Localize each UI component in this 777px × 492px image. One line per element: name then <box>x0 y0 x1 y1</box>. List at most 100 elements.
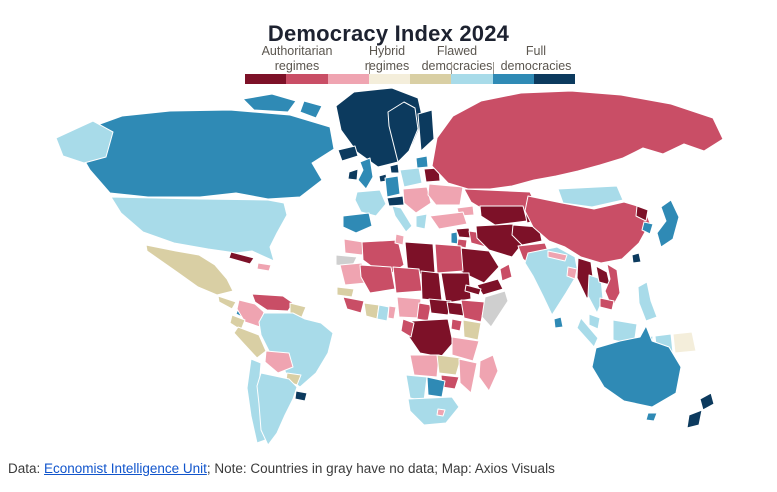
region-cuba <box>228 251 255 265</box>
legend-tick <box>493 62 494 74</box>
region-israel <box>450 231 459 245</box>
region-eritrea <box>464 284 482 296</box>
legend-label-line: Authoritarian <box>261 44 333 58</box>
legend-swatch <box>327 74 369 84</box>
footer: Data: Economist Intelligence Unit; Note:… <box>8 461 555 476</box>
region-australia <box>591 325 682 408</box>
region-iceland <box>337 145 359 162</box>
region-niger <box>392 266 423 294</box>
region-germany <box>384 175 401 198</box>
region-southafrica <box>407 396 460 426</box>
region-mongolia <box>557 185 624 208</box>
legend-tick <box>451 62 452 74</box>
region-somalia <box>481 290 509 328</box>
region-kenya <box>462 319 482 341</box>
region-china <box>524 195 651 264</box>
region-ukraine <box>427 183 464 206</box>
region-france <box>354 189 387 217</box>
legend-label-line: Full <box>525 44 547 58</box>
legend-swatch <box>245 74 287 84</box>
region-botswana <box>426 376 446 398</box>
region-bolivia <box>264 350 294 374</box>
region-turkmenuzbek <box>479 205 528 226</box>
region-hispaniola <box>256 262 272 272</box>
region-srilanka <box>553 316 564 329</box>
region-senegal <box>336 286 355 298</box>
legend-label-full: Full democracies <box>501 44 572 74</box>
legend-bar <box>245 62 575 84</box>
legend-label-line: Hybrid <box>368 44 406 58</box>
region-ivorycoast <box>363 302 380 320</box>
region-taiwan <box>631 252 642 264</box>
region-northkorea <box>635 205 649 222</box>
region-baltics <box>415 155 429 169</box>
region-egypt <box>434 243 464 274</box>
region-tunisia <box>394 233 405 246</box>
region-alaska <box>55 120 114 164</box>
region-sumatra <box>576 317 599 348</box>
region-namibia <box>405 374 428 402</box>
region-cambodia <box>599 297 615 311</box>
region-canada_islands <box>242 93 297 113</box>
region-benintogo <box>387 305 397 320</box>
source-link[interactable]: Economist Intelligence Unit <box>44 461 207 476</box>
region-nz_north <box>699 392 715 411</box>
region-ghana <box>376 304 390 322</box>
region-sudan <box>440 272 472 304</box>
region-japan <box>656 199 680 248</box>
region-poland <box>399 167 423 188</box>
region-norwaysweden <box>387 101 419 163</box>
region-oman <box>499 263 513 282</box>
region-iran <box>475 223 524 258</box>
legend-swatch <box>533 74 575 84</box>
region-cameroon <box>416 302 432 322</box>
region-drc <box>408 318 454 358</box>
region-usa <box>110 196 288 262</box>
region-ireland <box>347 168 359 181</box>
legend-labels: Authoritarian regimes Hybrid regimes Flawe… <box>245 42 575 74</box>
legend-label-hybrid: Hybrid regimes <box>365 44 409 74</box>
legend-swatch <box>286 74 328 84</box>
legend-tick <box>369 62 370 74</box>
region-tanzania <box>451 336 480 362</box>
region-russia <box>431 90 724 190</box>
legend-swatch <box>451 74 493 84</box>
region-angola <box>409 354 440 378</box>
legend-label-line: democracies <box>421 59 493 73</box>
legend-label-line: regimes <box>364 59 410 73</box>
region-tasmania <box>645 412 658 422</box>
region-india <box>524 246 579 316</box>
legend-swatch <box>368 74 410 84</box>
legend-label-line: regimes <box>274 59 320 73</box>
region-centralamerica <box>217 295 237 310</box>
region-yemen <box>476 278 504 296</box>
region-madagascar <box>478 354 499 392</box>
region-greece <box>415 213 428 230</box>
region-canada <box>77 109 335 200</box>
footer-prefix: Data: <box>8 461 45 476</box>
region-spain <box>342 212 373 234</box>
region-denmark <box>389 163 400 174</box>
region-png <box>672 331 697 354</box>
region-ethiopia <box>460 299 486 323</box>
region-bangladesh <box>566 266 578 280</box>
legend-label-flawed: Flawed democracies <box>422 44 493 74</box>
region-southkorea <box>641 221 654 235</box>
region-uk <box>357 157 374 190</box>
region-argentina <box>256 372 298 446</box>
legend-label-line: Flawed <box>436 44 478 58</box>
region-nz_south <box>686 409 703 429</box>
region-nepal <box>547 250 568 262</box>
footer-suffix: ; Note: Countries in gray have no data; … <box>206 461 555 476</box>
legend-swatch <box>492 74 534 84</box>
region-italy <box>391 205 413 233</box>
region-venezuela <box>251 293 294 312</box>
legend-label-authoritarian: Authoritarian regimes <box>262 44 333 74</box>
region-turkey <box>429 211 468 230</box>
region-easterneurope <box>402 186 432 214</box>
region-chad <box>420 270 443 302</box>
world-choropleth-map <box>55 87 724 446</box>
region-syria <box>455 227 472 239</box>
region-mozambique <box>458 358 478 394</box>
region-lesotho <box>436 408 446 417</box>
